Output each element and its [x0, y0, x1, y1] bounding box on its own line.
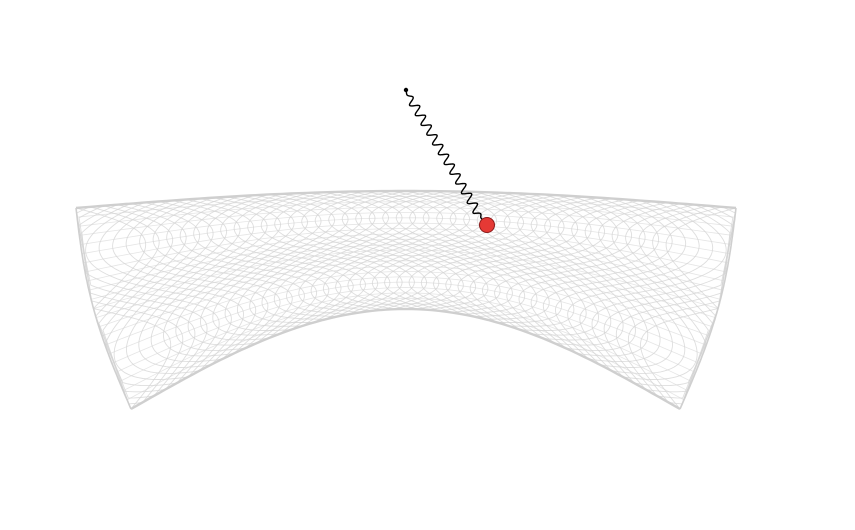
trajectory-start-marker [403, 87, 409, 93]
surface-line-a [625, 204, 709, 393]
wavy-trajectory-path [405, 90, 488, 226]
red-ball [479, 217, 495, 233]
surface-line-v [83, 222, 729, 264]
surface-line-v [98, 260, 713, 328]
surface-line-v [108, 276, 703, 355]
surface-line-v [111, 281, 700, 364]
surface-line-b [102, 204, 187, 393]
surface-line-a [78, 204, 208, 390]
surface-line-v [123, 297, 689, 392]
surface-line-v [115, 287, 696, 373]
surface-back-edge [75, 189, 737, 210]
surface-line-v [77, 195, 735, 218]
saddle-wireframe [75, 190, 737, 410]
surface-line-v [126, 303, 685, 401]
surface-line-v [130, 308, 681, 410]
saddle-edges [75, 189, 737, 411]
surface-line-v [95, 254, 716, 318]
surface-line-v [93, 249, 719, 309]
surface-left-edge [75, 207, 132, 410]
surface-line-v [80, 212, 732, 245]
surface-line-a [93, 308, 172, 410]
surface-line-a [76, 206, 184, 403]
surface-line-b [89, 206, 160, 405]
surface-line-b [98, 205, 174, 399]
surface-line-v [81, 217, 730, 255]
surface-line-a [652, 206, 723, 405]
surface-line-v [78, 201, 734, 227]
surface-line-v [104, 271, 707, 346]
surface-front-edge [130, 307, 681, 411]
surface-line-a [665, 207, 737, 410]
surface-line-v [119, 292, 692, 382]
surface-line-b [603, 204, 734, 390]
surface-right-edge [679, 207, 737, 410]
surface-line-v [101, 265, 710, 337]
surface-line-b [640, 207, 737, 410]
surface-line-v [88, 238, 723, 291]
surface-line-b [627, 206, 736, 403]
surface-line-v [85, 228, 727, 273]
surface-line-v [90, 244, 721, 300]
surface-line-v [86, 233, 725, 282]
surface-line-b [75, 207, 147, 309]
surface-line-v [79, 206, 733, 236]
